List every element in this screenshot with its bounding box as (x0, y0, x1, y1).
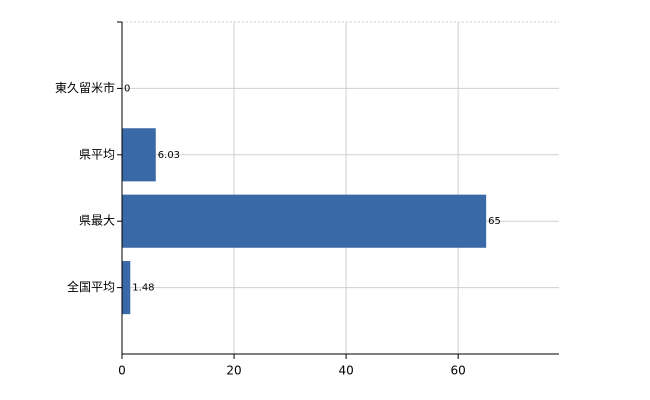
x-tick-label: 0 (118, 364, 126, 378)
y-tick-label: 全国平均 (67, 279, 115, 294)
y-tick-label: 県最大 (79, 214, 115, 228)
x-tick-label: 20 (226, 364, 241, 378)
bar (122, 128, 156, 182)
y-tick-label: 県平均 (79, 147, 115, 161)
value-label: 1.48 (132, 283, 154, 294)
x-tick-label: 40 (338, 364, 353, 378)
value-label: 0 (124, 83, 130, 94)
y-tick-label: 東久留米市 (55, 80, 115, 95)
bar (122, 261, 131, 315)
value-label: 65 (488, 216, 501, 227)
value-label: 6.03 (158, 150, 180, 161)
x-tick-label: 60 (451, 364, 466, 378)
bar (122, 194, 487, 248)
